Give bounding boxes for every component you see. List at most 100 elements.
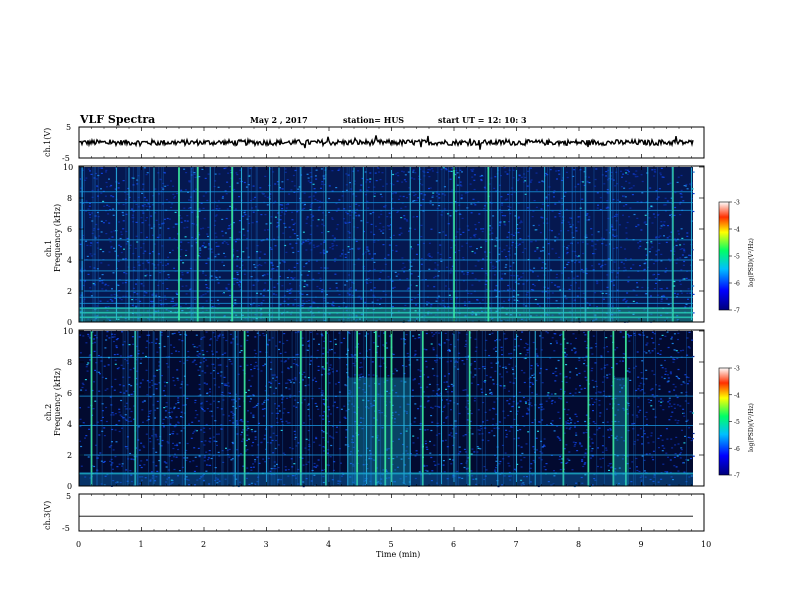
spectrogram-speckle <box>417 197 420 199</box>
spectrogram-speckle <box>652 342 655 344</box>
spectrogram-speckle <box>215 433 218 435</box>
spectrogram-speckle <box>233 277 236 280</box>
spectrogram-speckle <box>129 369 132 371</box>
spectrogram-speckle <box>248 174 251 176</box>
spectrogram-speckle <box>250 276 253 278</box>
spectrogram-speckle <box>533 448 536 450</box>
spectrogram-speckle <box>345 211 348 213</box>
spectrogram-speckle <box>164 416 167 418</box>
spectrogram-speckle <box>414 310 417 312</box>
spectrogram-speckle <box>597 231 600 233</box>
spectrogram-speckle <box>85 342 88 344</box>
spectrogram-speckle <box>481 310 484 312</box>
spectrogram-speckle <box>331 218 334 220</box>
spectrogram-speckle <box>266 273 269 275</box>
spectrogram-speckle <box>667 380 670 382</box>
spectrogram-speckle <box>636 175 639 178</box>
spectrogram-speckle <box>585 347 588 349</box>
spectrogram-speckle <box>174 211 177 213</box>
spectrogram-speckle <box>514 232 517 234</box>
spectrogram-speckle <box>623 298 626 300</box>
spectrogram-speckle <box>489 225 491 227</box>
spectrogram-speckle <box>385 183 388 185</box>
spectrogram-speckle <box>652 441 655 443</box>
spectrogram-speckle <box>558 233 561 235</box>
spectrogram-speckle <box>516 320 519 322</box>
spectrogram-speckle <box>514 338 517 340</box>
spectrogram-speckle <box>285 420 288 422</box>
spectrogram-speckle <box>413 421 416 423</box>
spectrogram-speckle <box>367 250 370 252</box>
spectrogram-speckle <box>554 393 557 395</box>
spectrogram-speckle <box>320 243 323 245</box>
spectrogram-speckle <box>606 200 609 202</box>
spectrogram-speckle <box>645 453 648 455</box>
spectrogram-speckle <box>503 223 506 225</box>
spectrogram-speckle <box>178 470 181 472</box>
spectrogram-speckle <box>286 382 289 384</box>
spectrogram-speckle <box>337 480 340 482</box>
spectrogram-speckle <box>386 347 389 349</box>
spectrogram-speckle <box>293 463 296 465</box>
spectrogram-speckle <box>161 439 164 442</box>
spectrogram-speckle <box>572 277 575 279</box>
spectrogram-speckle <box>565 444 568 446</box>
spectrogram-speckle <box>637 247 640 249</box>
spectrogram-speckle <box>275 387 278 389</box>
spectrogram-speckle <box>144 275 147 277</box>
spectrogram-speckle <box>370 405 373 408</box>
spectrogram-speckle <box>349 214 352 216</box>
spectrogram-speckle <box>408 260 411 262</box>
spectrogram-speckle <box>191 421 194 423</box>
spectrogram-speckle <box>645 411 648 413</box>
spectrogram-speckle <box>622 205 625 207</box>
spectrogram-speckle <box>185 449 188 452</box>
spectrogram-speckle <box>473 202 476 204</box>
spectrogram-speckle <box>174 223 177 225</box>
spectrogram-speckle <box>353 238 356 240</box>
spectrogram-speckle <box>632 185 635 187</box>
spectrogram-speckle <box>101 315 104 317</box>
spectrogram-speckle <box>99 373 101 375</box>
spectrogram-speckle <box>520 338 522 341</box>
spectrogram-speckle <box>630 267 632 269</box>
spectrogram-speckle <box>456 470 459 473</box>
spectrogram-speckle <box>392 173 395 176</box>
spectrogram-speckle <box>262 332 265 335</box>
spectrogram-speckle <box>546 424 548 426</box>
spectrogram-speckle <box>263 288 266 290</box>
spectrogram-speckle <box>180 416 182 418</box>
spectrogram-speckle <box>467 413 470 415</box>
spectrogram-speckle <box>558 458 561 460</box>
spectrogram-speckle <box>187 479 190 481</box>
spectrogram-speckle <box>238 286 241 288</box>
spectrogram-speckle <box>404 206 407 208</box>
spectrogram-speckle <box>103 205 106 207</box>
spectrogram-speckle <box>452 474 455 476</box>
spectrogram-speckle <box>95 178 98 180</box>
spectrogram-speckle <box>283 333 286 335</box>
spectrogram-speckle <box>652 274 655 276</box>
spectrogram-speckle <box>622 300 625 302</box>
spectrogram-speckle <box>286 288 289 291</box>
spectrogram-speckle <box>214 173 217 175</box>
spectrogram-speckle <box>654 216 657 218</box>
spectrogram-speckle <box>322 368 325 370</box>
spectrogram-speckle <box>219 364 222 366</box>
spectrogram-speckle <box>79 352 82 354</box>
spectrogram-speckle <box>309 331 312 333</box>
spectrogram-speckle <box>152 461 155 463</box>
spectrogram-speckle <box>167 256 169 258</box>
spectrogram-speckle <box>529 180 532 182</box>
spectrogram-speckle <box>172 447 175 450</box>
spectrogram-speckle <box>310 176 313 178</box>
spectrogram-speckle <box>207 459 209 461</box>
spectrogram-speckle <box>231 399 233 401</box>
spectrogram-speckle <box>687 376 690 379</box>
spectrogram-speckle <box>682 349 685 351</box>
spectrogram-speckle <box>186 359 189 361</box>
spectrogram-speckle <box>332 371 334 373</box>
spectrogram-speckle <box>117 255 119 257</box>
spectrogram-speckle <box>330 436 333 438</box>
